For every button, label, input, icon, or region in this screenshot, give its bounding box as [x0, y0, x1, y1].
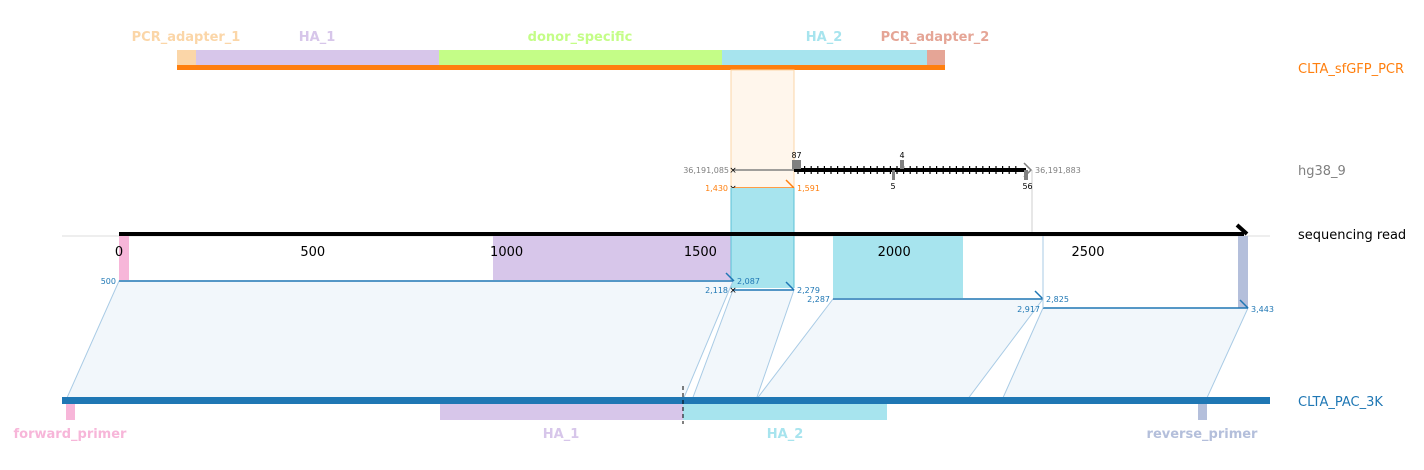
- genome-mark-5b: 5: [1022, 182, 1027, 191]
- plasmid-aln-1-end: 2,087: [737, 277, 760, 286]
- read-track-label: sequencing read: [1298, 228, 1406, 243]
- pcr-adapter-1-label: PCR_adapter_1: [132, 30, 241, 45]
- donor-specific-block: [439, 50, 722, 65]
- genome-mark-8: 8: [791, 151, 796, 160]
- plasmid-aln-1-start: 500: [101, 277, 116, 286]
- amplicon-alignment-start: 1,430: [705, 184, 728, 193]
- read-ha-2-block-1: [731, 188, 794, 288]
- ha-1-label: HA_1: [299, 30, 336, 45]
- read-tick-label: 1500: [684, 245, 717, 260]
- genome-mismatch-ticks: [797, 166, 1017, 174]
- ha-2-label: HA_2: [806, 30, 843, 45]
- genome-end-label: 36,191,883: [1035, 166, 1081, 175]
- genome-mark-6: 6: [1027, 182, 1032, 191]
- pcr-adapter-2-label: PCR_adapter_2: [881, 30, 990, 45]
- plasmid-aln-3-end: 2,825: [1046, 295, 1069, 304]
- plasmid-connection-bands: [65, 280, 1249, 401]
- read-ticks: 0 500 1000 1500 2000 2500: [115, 245, 1105, 260]
- genome-mark-4: 4: [899, 151, 904, 160]
- read-reverse-primer-block: [1238, 236, 1248, 308]
- reverse-primer-label: reverse_primer: [1147, 427, 1259, 442]
- plasmid-track: forward_primer HA_1 HA_2 reverse_primer: [14, 386, 1270, 442]
- read-tick-label: 500: [300, 245, 325, 260]
- read-tick-label: 1000: [490, 245, 523, 260]
- plasmid-track-label: CLTA_PAC_3K: [1298, 395, 1383, 410]
- read-arrowhead: [1235, 223, 1249, 236]
- amplicon-track-label: CLTA_sfGFP_PCR: [1298, 62, 1404, 77]
- read-forward-primer-block: [119, 236, 129, 280]
- plasmid-forward-primer-block: [66, 404, 75, 420]
- pcr-adapter-1-block: [177, 50, 196, 65]
- read-ha-1-block: [493, 236, 733, 280]
- pcr-adapter-2-block: [927, 50, 945, 65]
- amplicon-line: [177, 65, 945, 70]
- svg-text:×: ×: [729, 286, 737, 296]
- read-tick-label: 2000: [878, 245, 911, 260]
- donor-specific-label: donor_specific: [528, 30, 633, 45]
- amplicon-alignment-end: 1,591: [797, 184, 820, 193]
- read-tick-label: 0: [115, 245, 123, 260]
- plasmid-ha-2-block: [683, 404, 887, 420]
- genome-mark-5a: 5: [890, 182, 895, 191]
- plasmid-line: [62, 397, 1270, 404]
- genome-alignment: × 8 7 4 5 5 6 36,191,085 36,191,883: [683, 151, 1081, 234]
- ha-1-block: [196, 50, 439, 65]
- plasmid-ha-2-label: HA_2: [767, 427, 804, 442]
- plasmid-ha-1-label: HA_1: [543, 427, 580, 442]
- read-track: 0 500 1000 1500 2000 2500: [62, 188, 1270, 308]
- genome-track-label: hg38_9: [1298, 164, 1346, 179]
- ha-2-block: [722, 50, 927, 65]
- plasmid-aln-3-start: 2,287: [807, 295, 830, 304]
- plasmid-aln-4-start: 2,917: [1017, 305, 1040, 314]
- plasmid-aln-4-end: 3,443: [1251, 305, 1274, 314]
- read-tick-label: 2500: [1071, 245, 1104, 260]
- amplicon-track: PCR_adapter_1 HA_1 donor_specific HA_2 P…: [132, 30, 990, 70]
- genome-start-label: 36,191,085: [683, 166, 729, 175]
- genome-start-marker: ×: [729, 166, 737, 176]
- forward-primer-label: forward_primer: [14, 427, 128, 442]
- plasmid-ha-1-block: [440, 404, 683, 420]
- plasmid-aln-2-end: 2,279: [797, 286, 820, 295]
- genome-mark-7: 7: [796, 151, 801, 160]
- plasmid-aln-2-start: 2,118: [705, 286, 728, 295]
- read-ha-2-block-2: [833, 236, 963, 298]
- plasmid-reverse-primer-block: [1198, 404, 1207, 420]
- plasmid-alignments: [119, 236, 1249, 309]
